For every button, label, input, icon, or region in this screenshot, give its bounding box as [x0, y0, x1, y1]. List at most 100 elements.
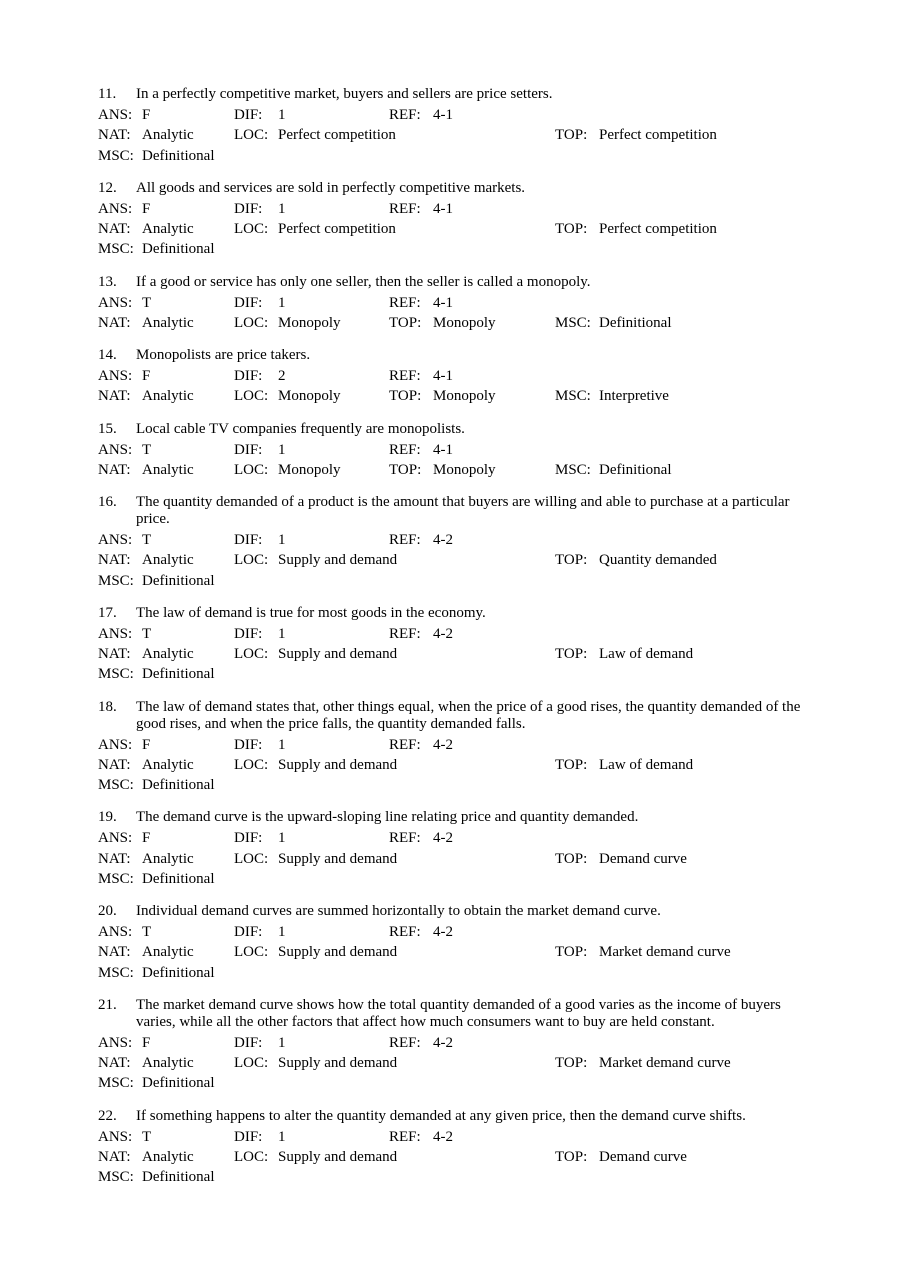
ans-label: ANS:	[98, 293, 142, 313]
ans-label: ANS:	[98, 735, 142, 755]
question-block: 16.The quantity demanded of a product is…	[98, 494, 822, 591]
ans-value: F	[142, 735, 234, 755]
msc-label: MSC:	[98, 963, 142, 983]
loc-label: LOC:	[234, 1147, 278, 1167]
question-line: 12.All goods and services are sold in pe…	[98, 180, 822, 197]
ref-value: 4-1	[433, 105, 555, 125]
dif-value: 1	[278, 624, 389, 644]
nat-value: Analytic	[142, 942, 234, 962]
question-text: The quantity demanded of a product is th…	[136, 494, 822, 528]
top-label: TOP:	[555, 550, 599, 570]
msc-label: MSC:	[98, 1073, 142, 1093]
dif-value: 1	[278, 735, 389, 755]
top-value: Demand curve	[599, 849, 749, 869]
meta-row-2: NAT:AnalyticLOC:MonopolyTOP:MonopolyMSC:…	[98, 460, 822, 480]
meta-row-3: MSC:Definitional	[98, 664, 822, 684]
ref-label: REF:	[389, 624, 433, 644]
nat-label: NAT:	[98, 386, 142, 406]
ans-value: T	[142, 440, 234, 460]
question-text: All goods and services are sold in perfe…	[136, 180, 822, 197]
meta-row-1: ANS:TDIF:1REF:4-2	[98, 922, 822, 942]
question-text: Monopolists are price takers.	[136, 347, 822, 364]
question-block: 14.Monopolists are price takers.ANS:FDIF…	[98, 347, 822, 407]
nat-value: Analytic	[142, 849, 234, 869]
meta-row-1: ANS:FDIF:1REF:4-2	[98, 828, 822, 848]
dif-value: 1	[278, 440, 389, 460]
msc-label: MSC:	[98, 146, 142, 166]
ans-label: ANS:	[98, 922, 142, 942]
question-number: 15.	[98, 421, 136, 438]
ans-value: T	[142, 922, 234, 942]
top-label: TOP:	[555, 219, 599, 239]
ans-label: ANS:	[98, 1033, 142, 1053]
question-block: 20.Individual demand curves are summed h…	[98, 903, 822, 983]
nat-label: NAT:	[98, 219, 142, 239]
loc-label: LOC:	[234, 849, 278, 869]
top-value: Law of demand	[599, 644, 749, 664]
meta-row-2: NAT:AnalyticLOC:Supply and demandTOP:Law…	[98, 644, 822, 664]
meta-row-1: ANS:TDIF:1REF:4-2	[98, 1127, 822, 1147]
nat-value: Analytic	[142, 755, 234, 775]
ref-value: 4-2	[433, 624, 555, 644]
dif-label: DIF:	[234, 199, 278, 219]
question-line: 16.The quantity demanded of a product is…	[98, 494, 822, 528]
nat-value: Analytic	[142, 219, 234, 239]
nat-value: Analytic	[142, 125, 234, 145]
ref-value: 4-1	[433, 293, 555, 313]
top-label: TOP:	[389, 313, 433, 333]
question-text: Local cable TV companies frequently are …	[136, 421, 822, 438]
question-number: 12.	[98, 180, 136, 197]
top-value: Market demand curve	[599, 942, 749, 962]
meta-row-2: NAT:AnalyticLOC:Supply and demandTOP:Mar…	[98, 942, 822, 962]
msc-value: Interpretive	[599, 386, 721, 406]
meta-row-2: NAT:AnalyticLOC:Supply and demandTOP:Dem…	[98, 1147, 822, 1167]
nat-label: NAT:	[98, 849, 142, 869]
ans-label: ANS:	[98, 440, 142, 460]
dif-value: 2	[278, 366, 389, 386]
msc-value: Definitional	[142, 869, 264, 889]
dif-label: DIF:	[234, 293, 278, 313]
ref-value: 4-2	[433, 735, 555, 755]
nat-value: Analytic	[142, 550, 234, 570]
top-label: TOP:	[389, 386, 433, 406]
question-text: If something happens to alter the quanti…	[136, 1108, 822, 1125]
question-number: 21.	[98, 997, 136, 1031]
loc-label: LOC:	[234, 386, 278, 406]
meta-row-2: NAT:AnalyticLOC:Perfect competitionTOP:P…	[98, 125, 822, 145]
meta-row-2: NAT:AnalyticLOC:Supply and demandTOP:Qua…	[98, 550, 822, 570]
ref-label: REF:	[389, 922, 433, 942]
meta-row-1: ANS:FDIF:2REF:4-1	[98, 366, 822, 386]
ans-label: ANS:	[98, 105, 142, 125]
top-label: TOP:	[555, 644, 599, 664]
question-text: The law of demand states that, other thi…	[136, 699, 822, 733]
loc-value: Supply and demand	[278, 942, 555, 962]
meta-row-1: ANS:FDIF:1REF:4-1	[98, 105, 822, 125]
question-line: 22.If something happens to alter the qua…	[98, 1108, 822, 1125]
question-number: 20.	[98, 903, 136, 920]
meta-row-2: NAT:AnalyticLOC:Perfect competitionTOP:P…	[98, 219, 822, 239]
meta-row-3: MSC:Definitional	[98, 775, 822, 795]
nat-label: NAT:	[98, 644, 142, 664]
dif-value: 1	[278, 828, 389, 848]
msc-label: MSC:	[98, 775, 142, 795]
nat-label: NAT:	[98, 125, 142, 145]
ref-label: REF:	[389, 828, 433, 848]
ans-value: F	[142, 366, 234, 386]
msc-label: MSC:	[98, 869, 142, 889]
meta-row-2: NAT:AnalyticLOC:Supply and demandTOP:Mar…	[98, 1053, 822, 1073]
question-text: The demand curve is the upward-sloping l…	[136, 809, 822, 826]
ref-label: REF:	[389, 105, 433, 125]
meta-row-3: MSC:Definitional	[98, 239, 822, 259]
question-number: 17.	[98, 605, 136, 622]
nat-label: NAT:	[98, 755, 142, 775]
ans-value: T	[142, 293, 234, 313]
top-value: Monopoly	[433, 386, 555, 406]
ref-value: 4-2	[433, 922, 555, 942]
loc-value: Perfect competition	[278, 125, 555, 145]
ref-label: REF:	[389, 199, 433, 219]
meta-row-1: ANS:FDIF:1REF:4-2	[98, 1033, 822, 1053]
loc-value: Monopoly	[278, 386, 389, 406]
loc-value: Supply and demand	[278, 1053, 555, 1073]
dif-label: DIF:	[234, 922, 278, 942]
dif-label: DIF:	[234, 530, 278, 550]
